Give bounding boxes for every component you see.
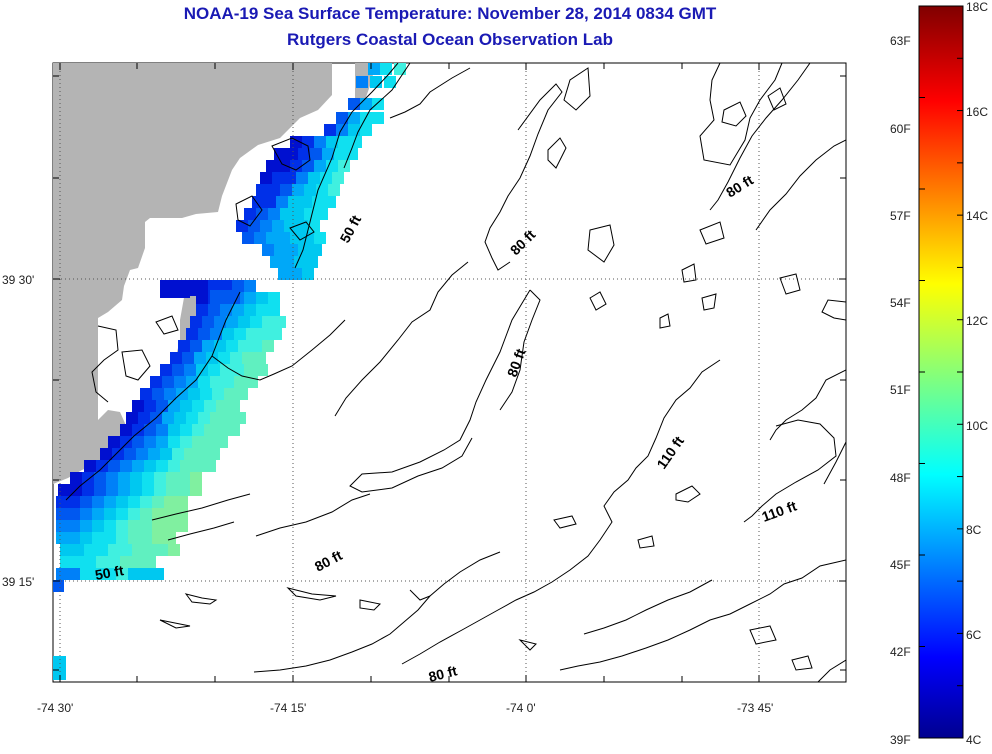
colorbar-fahrenheit-label: 63F — [890, 34, 911, 48]
y-tick-label: 39 30' — [2, 273, 34, 287]
colorbar-fahrenheit-label: 48F — [890, 471, 911, 485]
colorbar-fahrenheit-label: 39F — [890, 733, 911, 747]
y-tick-label: 39 15' — [2, 575, 34, 589]
colorbar-fahrenheit-label: 42F — [890, 645, 911, 659]
colorbar-celsius-label: 14C — [966, 209, 988, 223]
colorbar-celsius-label: 8C — [966, 523, 982, 537]
colorbar-gradient — [918, 5, 964, 739]
colorbar-fahrenheit-label: 51F — [890, 383, 911, 397]
colorbar-celsius-label: 12C — [966, 314, 988, 328]
contour-label: 50 ft — [94, 562, 125, 583]
sst-pixels — [53, 63, 406, 680]
colorbar-celsius-label: 18C — [966, 0, 988, 14]
x-tick-label: -73 45' — [737, 701, 773, 715]
land-area — [53, 63, 332, 484]
colorbar-celsius-label: 10C — [966, 419, 988, 433]
colorbar-fahrenheit-label: 54F — [890, 296, 911, 310]
x-tick-label: -74 30' — [37, 701, 73, 715]
x-tick-label: -74 15' — [270, 701, 306, 715]
colorbar-fahrenheit-label: 45F — [890, 558, 911, 572]
colorbar: 18C 16C 14C 12C 10C 8C 6C 4C 63F 60F 57F… — [890, 0, 988, 747]
contour-label: 80 ft — [427, 662, 459, 685]
grid-lines — [53, 63, 846, 682]
colorbar-fahrenheit-label: 60F — [890, 122, 911, 136]
x-tick-label: -74 0' — [506, 701, 536, 715]
colorbar-celsius-label: 6C — [966, 628, 982, 642]
map-title: NOAA-19 Sea Surface Temperature: Novembe… — [183, 4, 717, 23]
depth-contours — [65, 63, 846, 682]
tick-marks — [53, 63, 846, 682]
colorbar-celsius-label: 4C — [966, 733, 982, 747]
colorbar-fahrenheit-label: 57F — [890, 209, 911, 223]
colorbar-celsius-label: 16C — [966, 105, 988, 119]
map-subtitle: Rutgers Coastal Ocean Observation Lab — [287, 30, 613, 49]
